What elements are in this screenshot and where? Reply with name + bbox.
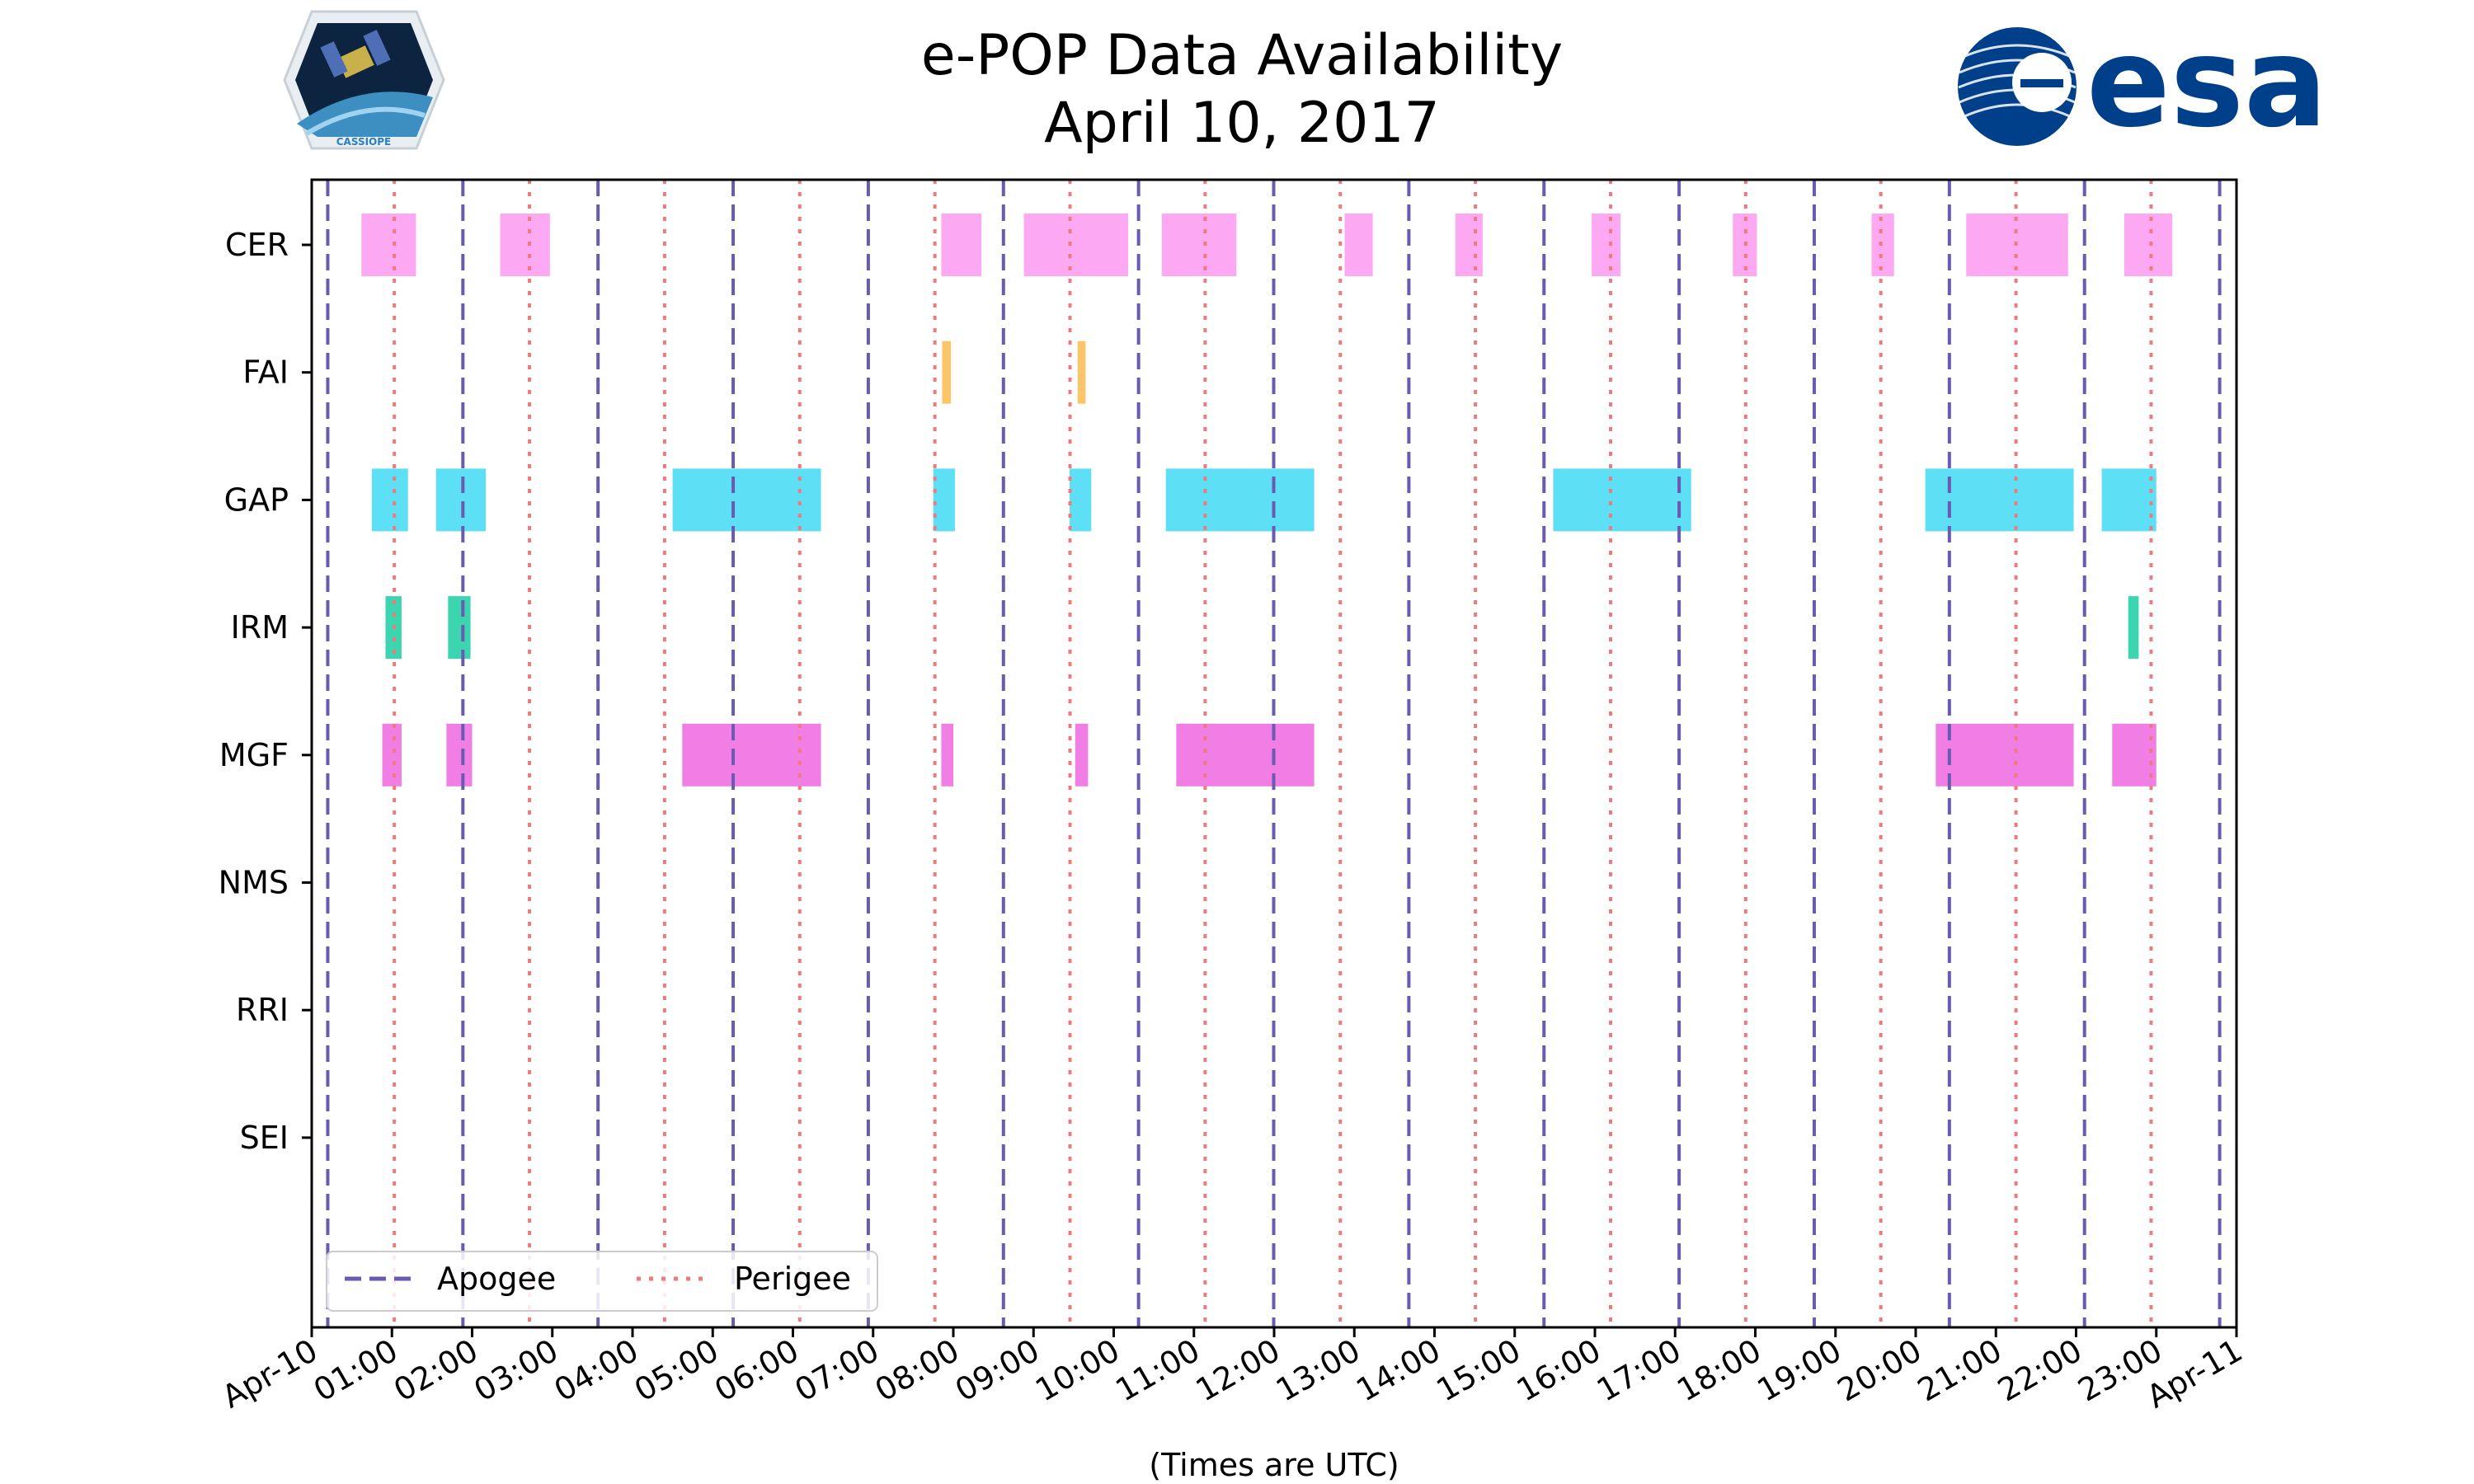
bar-gap-0 — [371, 468, 408, 532]
cassiope-logo: CASSIOPE — [283, 10, 445, 150]
bar-irm-1 — [448, 596, 471, 660]
esa-logo-text: esa — [2086, 12, 2327, 155]
x-tick-label-0: Apr-10 — [216, 1332, 324, 1416]
bar-fai-0 — [942, 340, 952, 404]
x-tick-label-22: 22:00 — [1992, 1332, 2088, 1409]
x-tick-label-10: 10:00 — [1029, 1332, 1126, 1409]
bar-mgf-7 — [2112, 723, 2157, 787]
y-tick-label-sei: SEI — [240, 1120, 289, 1156]
bar-cer-4 — [1161, 214, 1237, 276]
bar-cer-2 — [941, 214, 982, 276]
bar-cer-1 — [500, 214, 550, 276]
legend-perigee-label: Perigee — [734, 1261, 851, 1297]
x-tick-label-9: 09:00 — [949, 1332, 1046, 1409]
x-tick-label-14: 14:00 — [1350, 1332, 1446, 1409]
bar-mgf-3 — [941, 723, 953, 787]
x-tick-label-6: 06:00 — [708, 1332, 805, 1409]
orbit-lines — [326, 180, 2222, 1327]
x-tick-label-16: 16:00 — [1511, 1332, 1607, 1409]
legend-box — [326, 1251, 878, 1312]
y-tick-label-fai: FAI — [242, 355, 289, 391]
bar-gap-3 — [933, 468, 955, 532]
y-tick-label-nms: NMS — [219, 865, 289, 901]
bar-mgf-2 — [682, 723, 821, 787]
x-tick-label-12: 12:00 — [1190, 1332, 1286, 1409]
cassiope-logo-text: CASSIOPE — [336, 136, 392, 148]
bar-gap-7 — [1925, 468, 2074, 532]
bar-cer-3 — [1023, 214, 1129, 276]
bar-cer-9 — [1871, 214, 1894, 276]
x-tick-label-8: 08:00 — [869, 1332, 966, 1409]
y-tick-label-gap: GAP — [224, 481, 289, 518]
bar-gap-5 — [1165, 468, 1315, 532]
y-tick-label-irm: IRM — [231, 609, 289, 646]
bar-mgf-0 — [382, 723, 402, 787]
chart-subtitle: April 10, 2017 — [1044, 91, 1440, 156]
bar-cer-11 — [2124, 214, 2173, 276]
x-tick-label-4: 04:00 — [548, 1332, 645, 1409]
bar-cer-0 — [361, 214, 416, 276]
x-axis: Apr-1001:0002:0003:0004:0005:0006:0007:0… — [216, 1327, 2249, 1415]
bar-mgf-5 — [1176, 723, 1315, 787]
bar-fai-1 — [1077, 340, 1086, 404]
bar-cer-5 — [1344, 214, 1373, 276]
x-tick-label-15: 15:00 — [1430, 1332, 1526, 1409]
bar-cer-7 — [1592, 214, 1621, 276]
x-tick-label-7: 07:00 — [788, 1332, 885, 1409]
bar-mgf-6 — [1935, 723, 2074, 787]
x-tick-label-5: 05:00 — [628, 1332, 725, 1409]
bar-gap-6 — [1553, 468, 1691, 532]
bar-gap-8 — [2101, 468, 2157, 532]
x-tick-label-2: 02:00 — [388, 1332, 484, 1409]
bar-gap-4 — [1070, 468, 1092, 532]
bar-irm-2 — [2128, 596, 2139, 660]
x-tick-label-20: 20:00 — [1832, 1332, 1928, 1409]
x-axis-label: (Times are UTC) — [1149, 1447, 1399, 1483]
x-tick-label-21: 21:00 — [1912, 1332, 2008, 1409]
x-tick-label-19: 19:00 — [1751, 1332, 1847, 1409]
x-tick-label-3: 03:00 — [468, 1332, 564, 1409]
bar-gap-2 — [672, 468, 821, 532]
y-tick-label-cer: CER — [225, 227, 289, 263]
esa-logo: esa — [1958, 12, 2327, 155]
bar-gap-1 — [435, 468, 487, 532]
y-axis: CER FAI GAP IRM MGF NMS RRI SEI — [219, 227, 312, 1156]
bar-mgf-4 — [1075, 723, 1089, 787]
x-tick-label-13: 13:00 — [1270, 1332, 1366, 1409]
x-tick-label-18: 18:00 — [1671, 1332, 1767, 1409]
legend-apogee-label: Apogee — [437, 1261, 556, 1297]
x-tick-label-1: 01:00 — [308, 1332, 404, 1409]
y-tick-label-rri: RRI — [236, 992, 289, 1028]
legend: Apogee Perigee — [326, 1251, 878, 1312]
x-tick-label-11: 11:00 — [1109, 1332, 1206, 1409]
availability-bars — [361, 214, 2173, 787]
x-tick-label-17: 17:00 — [1591, 1332, 1687, 1409]
chart-title: e-POP Data Availability — [921, 23, 1563, 88]
y-tick-label-mgf: MGF — [219, 737, 289, 773]
bar-cer-6 — [1455, 214, 1483, 276]
bar-mgf-1 — [446, 723, 473, 787]
